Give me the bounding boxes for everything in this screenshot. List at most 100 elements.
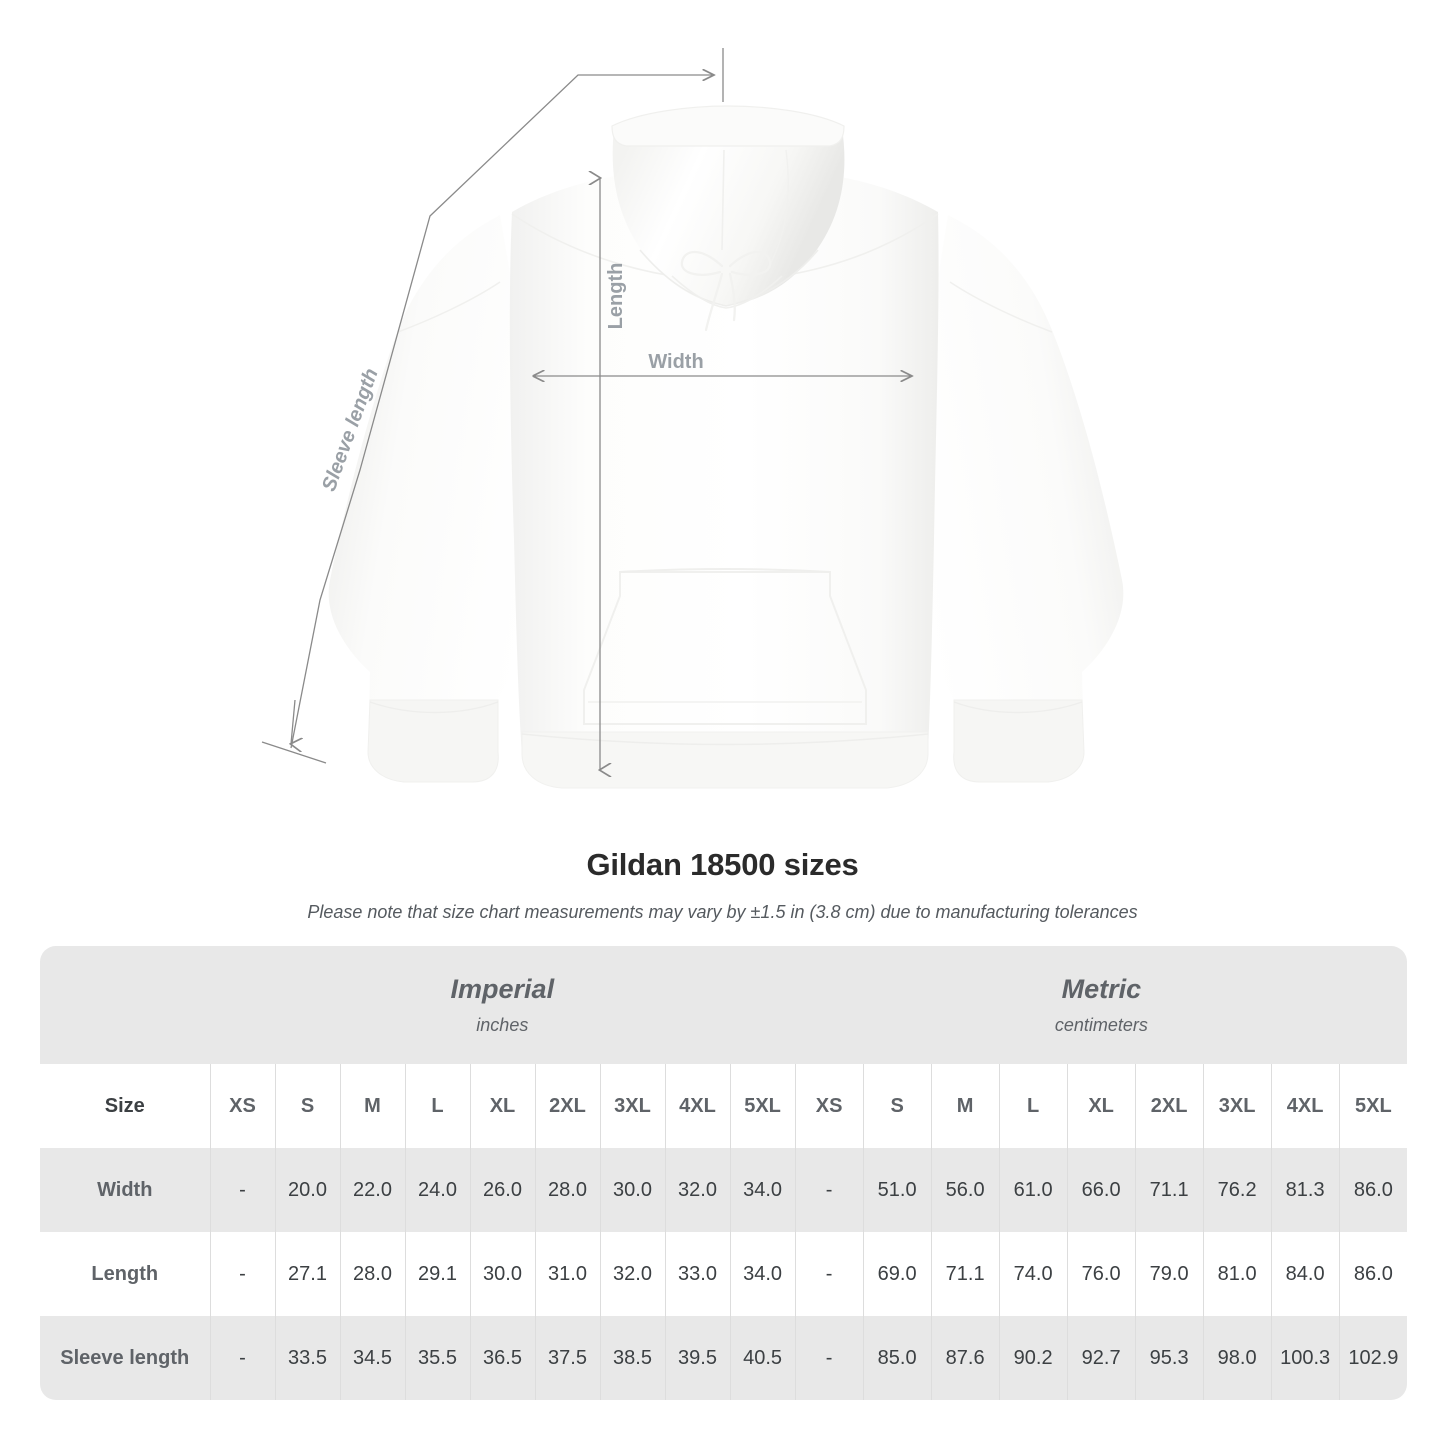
- cell-sleeve-metric-s: 85.0: [862, 1316, 932, 1400]
- table-row: Length - 27.1 28.0 29.1 30.0 31.0 32.0 3…: [40, 1232, 1408, 1316]
- unit-spacer-cell: [40, 946, 210, 1064]
- cell-width-metric-m: 56.0: [930, 1148, 1000, 1232]
- size-header-metric-5xl: 5XL: [1338, 1064, 1408, 1148]
- cell-sleeve-metric-5xl: 102.9: [1338, 1316, 1408, 1400]
- page-subtitle: Please note that size chart measurements…: [307, 902, 1138, 922]
- size-header-imperial-xl: XL: [469, 1064, 535, 1148]
- size-header-label: Size: [40, 1064, 210, 1148]
- cell-length-metric-3xl: 81.0: [1202, 1232, 1272, 1316]
- cell-length-metric-2xl: 79.0: [1134, 1232, 1204, 1316]
- cell-sleeve-metric-2xl: 95.3: [1134, 1316, 1204, 1400]
- size-header-imperial-s: S: [274, 1064, 340, 1148]
- size-header-imperial-4xl: 4XL: [664, 1064, 730, 1148]
- size-header-metric-xs: XS: [794, 1064, 864, 1148]
- unit-sub-metric: centimeters: [1054, 1015, 1148, 1035]
- cell-sleeve-imperial-2xl: 37.5: [534, 1316, 600, 1400]
- sleeve-length-dimension-line: [290, 75, 714, 749]
- cell-length-imperial-4xl: 33.0: [664, 1232, 730, 1316]
- cell-sleeve-imperial-xl: 36.5: [469, 1316, 535, 1400]
- cell-length-metric-s: 69.0: [862, 1232, 932, 1316]
- size-header-metric-3xl: 3XL: [1202, 1064, 1272, 1148]
- cell-sleeve-metric-3xl: 98.0: [1202, 1316, 1272, 1400]
- cell-length-imperial-5xl: 34.0: [729, 1232, 796, 1316]
- page-title: Gildan 18500 sizes: [586, 847, 859, 882]
- cell-width-metric-l: 61.0: [998, 1148, 1068, 1232]
- cell-length-imperial-xs: -: [209, 1232, 275, 1316]
- table-row: Width - 20.0 22.0 24.0 26.0 28.0 30.0 32…: [40, 1148, 1408, 1232]
- cell-length-imperial-xl: 30.0: [469, 1232, 535, 1316]
- cell-width-metric-5xl: 86.0: [1338, 1148, 1408, 1232]
- hoodie-illustration: [328, 105, 1124, 789]
- unit-cell-imperial: Imperial inches: [210, 946, 796, 1064]
- cell-width-metric-xl: 66.0: [1066, 1148, 1136, 1232]
- unit-name-imperial: Imperial: [450, 974, 555, 1004]
- cell-width-metric-s: 51.0: [862, 1148, 932, 1232]
- size-header-imperial-l: L: [404, 1064, 470, 1148]
- cell-width-metric-4xl: 81.3: [1270, 1148, 1340, 1232]
- cell-width-imperial-5xl: 34.0: [729, 1148, 796, 1232]
- size-header-metric-m: M: [930, 1064, 1000, 1148]
- cell-sleeve-metric-l: 90.2: [998, 1316, 1068, 1400]
- size-header-metric-2xl: 2XL: [1134, 1064, 1204, 1148]
- cell-sleeve-imperial-5xl: 40.5: [729, 1316, 796, 1400]
- cell-width-imperial-xl: 26.0: [469, 1148, 535, 1232]
- cell-length-metric-xs: -: [794, 1232, 864, 1316]
- cell-width-imperial-3xl: 30.0: [599, 1148, 665, 1232]
- sleeve-bottom-arrow: [291, 699, 295, 744]
- measurement-lines: [261, 48, 912, 770]
- width-label: Width: [648, 351, 703, 373]
- cell-length-imperial-l: 29.1: [404, 1232, 470, 1316]
- cell-sleeve-metric-xs: -: [794, 1316, 864, 1400]
- cell-sleeve-imperial-4xl: 39.5: [664, 1316, 730, 1400]
- size-header-metric-xl: XL: [1066, 1064, 1136, 1148]
- cell-width-imperial-s: 20.0: [274, 1148, 340, 1232]
- table-row: Sleeve length - 33.5 34.5 35.5 36.5 37.5…: [40, 1316, 1408, 1400]
- cell-width-imperial-2xl: 28.0: [534, 1148, 600, 1232]
- size-header-imperial-2xl: 2XL: [534, 1064, 600, 1148]
- size-header-imperial-xs: XS: [209, 1064, 275, 1148]
- row-label-length: Length: [40, 1232, 210, 1316]
- title-block: Gildan 18500 sizes Please note that size…: [0, 845, 1445, 927]
- cell-width-imperial-xs: -: [209, 1148, 275, 1232]
- cell-sleeve-imperial-xs: -: [209, 1316, 275, 1400]
- sleeve-bottom-tick: [261, 741, 327, 764]
- row-label-width: Width: [40, 1148, 210, 1232]
- cell-width-metric-3xl: 76.2: [1202, 1148, 1272, 1232]
- hoodie-measurement-diagram: Width Length Sleeve length: [261, 48, 1124, 789]
- cell-width-metric-2xl: 71.1: [1134, 1148, 1204, 1232]
- cell-length-imperial-2xl: 31.0: [534, 1232, 600, 1316]
- cell-length-metric-m: 71.1: [930, 1232, 1000, 1316]
- size-header-imperial-3xl: 3XL: [599, 1064, 665, 1148]
- cell-sleeve-metric-xl: 92.7: [1066, 1316, 1136, 1400]
- row-label-sleeve-length: Sleeve length: [40, 1316, 210, 1400]
- cell-width-imperial-m: 22.0: [339, 1148, 405, 1232]
- cell-length-metric-l: 74.0: [998, 1232, 1068, 1316]
- unit-sub-imperial: inches: [476, 1015, 529, 1035]
- cell-sleeve-imperial-m: 34.5: [339, 1316, 405, 1400]
- unit-name-metric: Metric: [1061, 974, 1142, 1004]
- cell-sleeve-imperial-l: 35.5: [404, 1316, 470, 1400]
- cell-length-imperial-m: 28.0: [339, 1232, 405, 1316]
- cell-length-metric-xl: 76.0: [1066, 1232, 1136, 1316]
- cell-width-imperial-4xl: 32.0: [664, 1148, 730, 1232]
- size-header-imperial-m: M: [339, 1064, 405, 1148]
- cell-sleeve-metric-m: 87.6: [930, 1316, 1000, 1400]
- cell-length-metric-4xl: 84.0: [1270, 1232, 1340, 1316]
- cell-width-metric-xs: -: [794, 1148, 864, 1232]
- length-label: Length: [605, 263, 627, 330]
- cell-length-imperial-3xl: 32.0: [599, 1232, 665, 1316]
- cell-width-imperial-l: 24.0: [404, 1148, 470, 1232]
- unit-header-row: Imperial inches Metric centimeters: [40, 946, 1408, 1064]
- size-header-metric-s: S: [862, 1064, 932, 1148]
- size-header-metric-4xl: 4XL: [1270, 1064, 1340, 1148]
- cell-sleeve-imperial-s: 33.5: [274, 1316, 340, 1400]
- size-header-metric-l: L: [998, 1064, 1068, 1148]
- size-header-imperial-5xl: 5XL: [729, 1064, 796, 1148]
- size-chart-table-container: Imperial inches Metric centimeters Size …: [40, 946, 1408, 1402]
- size-header-row: Size XS S M L XL 2XL 3XL 4XL 5XL XS S M …: [40, 1064, 1408, 1148]
- cell-length-metric-5xl: 86.0: [1338, 1232, 1408, 1316]
- unit-cell-metric: Metric centimeters: [794, 946, 1408, 1064]
- cell-sleeve-metric-4xl: 100.3: [1270, 1316, 1340, 1400]
- cell-length-imperial-s: 27.1: [274, 1232, 340, 1316]
